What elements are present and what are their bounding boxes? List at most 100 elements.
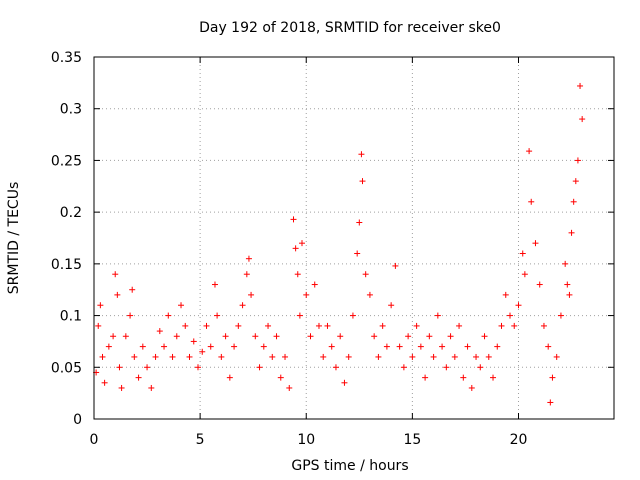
data-point <box>307 333 314 340</box>
data-point <box>296 312 303 319</box>
y-axis-label: SRMTID / TECUs <box>6 182 22 295</box>
data-point <box>218 353 225 360</box>
data-point <box>139 343 146 350</box>
data-point <box>112 271 119 278</box>
data-point <box>345 353 352 360</box>
data-point <box>148 384 155 391</box>
data-point <box>366 291 373 298</box>
y-tick-label: 0.3 <box>60 102 82 118</box>
data-point <box>447 333 454 340</box>
data-point <box>521 271 528 278</box>
x-axis-ticks: 0 5 10 15 20 <box>90 57 528 448</box>
data-point <box>362 271 369 278</box>
data-point <box>182 322 189 329</box>
data-point <box>214 312 221 319</box>
plot-frame <box>93 56 615 420</box>
data-point <box>426 333 433 340</box>
data-point <box>116 364 123 371</box>
data-point <box>277 374 284 381</box>
data-point <box>371 333 378 340</box>
data-point <box>127 312 134 319</box>
data-point <box>114 291 121 298</box>
data-point <box>354 250 361 257</box>
data-point <box>358 151 365 158</box>
data-point <box>547 399 554 406</box>
data-point <box>135 374 142 381</box>
data-point <box>417 343 424 350</box>
data-point <box>400 364 407 371</box>
data-point <box>152 353 159 360</box>
data-point <box>199 348 206 355</box>
data-point <box>540 322 547 329</box>
data-point <box>568 229 575 236</box>
data-point <box>286 384 293 391</box>
data-point <box>549 374 556 381</box>
x-tick-label: 20 <box>510 432 528 448</box>
data-point <box>490 374 497 381</box>
data-point <box>328 343 335 350</box>
data-point <box>129 286 136 293</box>
data-point <box>570 198 577 205</box>
data-point <box>473 353 480 360</box>
data-point <box>235 322 242 329</box>
data-point <box>282 353 289 360</box>
data-point <box>430 353 437 360</box>
data-point <box>173 333 180 340</box>
data-point <box>553 353 560 360</box>
data-point <box>231 343 238 350</box>
data-point <box>226 374 233 381</box>
data-point <box>413 322 420 329</box>
data-point <box>405 333 412 340</box>
data-point <box>190 338 197 345</box>
data-point <box>299 240 305 247</box>
chart-title: Day 192 of 2018, SRMTID for receiver ske… <box>199 20 501 36</box>
data-point <box>161 343 168 350</box>
data-point <box>222 333 229 340</box>
data-point <box>265 322 272 329</box>
data-point <box>388 302 395 309</box>
data-point <box>359 178 366 185</box>
data-point <box>332 364 339 371</box>
data-point <box>443 364 450 371</box>
data-point <box>392 262 399 269</box>
data-point <box>464 343 471 350</box>
data-point <box>315 322 322 329</box>
data-point <box>122 333 129 340</box>
data-point <box>186 353 193 360</box>
data-point <box>577 82 584 89</box>
data-point <box>349 312 356 319</box>
data-point <box>375 353 382 360</box>
data-point <box>562 260 569 267</box>
data-point <box>481 333 488 340</box>
y-tick-label: 0.05 <box>51 360 82 376</box>
data-point <box>526 148 533 155</box>
data-point <box>498 322 505 329</box>
data-point <box>502 291 509 298</box>
data-point <box>248 291 255 298</box>
data-point <box>337 333 344 340</box>
x-tick-label: 5 <box>196 432 205 448</box>
data-point <box>507 312 513 319</box>
y-tick-label: 0.35 <box>51 50 82 66</box>
y-axis-ticks: 0 0.05 0.1 0.15 0.2 0.25 0.3 0.35 <box>51 50 614 428</box>
y-tick-label: 0.15 <box>51 257 82 273</box>
data-point <box>564 281 571 288</box>
data-point <box>105 343 112 350</box>
data-point <box>396 343 403 350</box>
data-point <box>574 157 581 164</box>
data-point <box>468 384 475 391</box>
data-point <box>256 364 263 371</box>
data-point <box>273 333 280 340</box>
data-point <box>460 374 467 381</box>
grid-lines <box>94 57 614 419</box>
data-point <box>545 343 552 350</box>
data-point <box>456 322 463 329</box>
y-tick-label: 0.2 <box>60 205 82 221</box>
data-point <box>477 364 484 371</box>
data-point <box>110 333 117 340</box>
x-tick-label: 15 <box>403 432 421 448</box>
data-points <box>93 82 586 406</box>
data-point <box>324 322 331 329</box>
data-point <box>239 302 246 309</box>
